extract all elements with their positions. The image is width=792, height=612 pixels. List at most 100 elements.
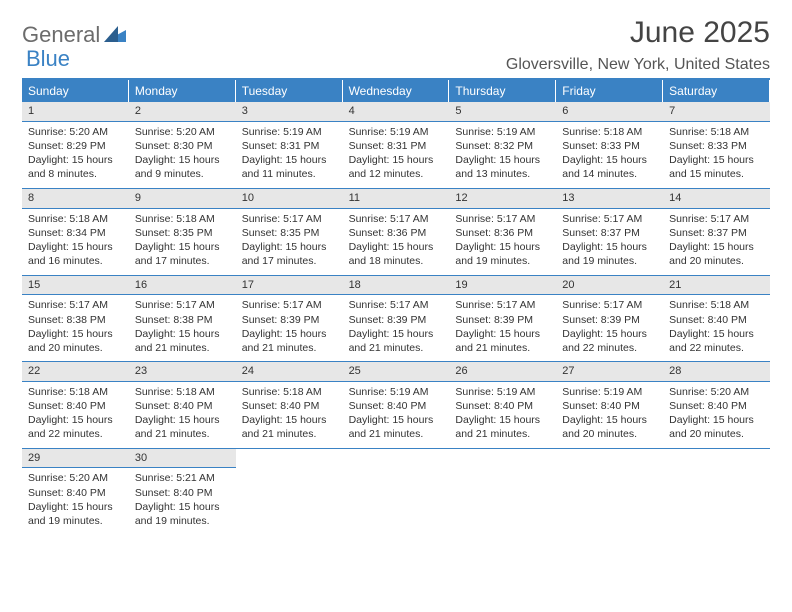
daylight-text-1: Daylight: 15 hours xyxy=(135,327,230,341)
day-number: 26 xyxy=(449,361,556,382)
calendar-cell: 5Sunrise: 5:19 AMSunset: 8:32 PMDaylight… xyxy=(449,102,556,188)
daylight-text-1: Daylight: 15 hours xyxy=(28,327,123,341)
daylight-text-1: Daylight: 15 hours xyxy=(669,240,764,254)
sunrise-text: Sunrise: 5:19 AM xyxy=(349,125,444,139)
daylight-text-1: Daylight: 15 hours xyxy=(28,153,123,167)
sunset-text: Sunset: 8:33 PM xyxy=(562,139,657,153)
calendar-grid: SundayMondayTuesdayWednesdayThursdayFrid… xyxy=(22,80,770,534)
daylight-text-1: Daylight: 15 hours xyxy=(349,153,444,167)
sunrise-text: Sunrise: 5:19 AM xyxy=(455,125,550,139)
sunrise-text: Sunrise: 5:20 AM xyxy=(669,385,764,399)
sunrise-text: Sunrise: 5:19 AM xyxy=(349,385,444,399)
sunset-text: Sunset: 8:39 PM xyxy=(242,313,337,327)
daylight-text-1: Daylight: 15 hours xyxy=(562,413,657,427)
cell-body: Sunrise: 5:18 AMSunset: 8:40 PMDaylight:… xyxy=(129,382,236,448)
day-header: Wednesday xyxy=(343,80,450,102)
calendar-cell: 17Sunrise: 5:17 AMSunset: 8:39 PMDayligh… xyxy=(236,275,343,362)
daylight-text-2: and 21 minutes. xyxy=(349,341,444,355)
daylight-text-1: Daylight: 15 hours xyxy=(669,327,764,341)
sunrise-text: Sunrise: 5:18 AM xyxy=(28,212,123,226)
day-number: 13 xyxy=(556,188,663,209)
cell-body: Sunrise: 5:19 AMSunset: 8:32 PMDaylight:… xyxy=(449,122,556,188)
sunrise-text: Sunrise: 5:18 AM xyxy=(669,125,764,139)
cell-body: Sunrise: 5:17 AMSunset: 8:39 PMDaylight:… xyxy=(343,295,450,361)
day-number: 15 xyxy=(22,275,129,296)
day-number: 10 xyxy=(236,188,343,209)
calendar-cell: 8Sunrise: 5:18 AMSunset: 8:34 PMDaylight… xyxy=(22,188,129,275)
daylight-text-1: Daylight: 15 hours xyxy=(349,327,444,341)
daylight-text-1: Daylight: 15 hours xyxy=(455,153,550,167)
daylight-text-1: Daylight: 15 hours xyxy=(455,240,550,254)
sunset-text: Sunset: 8:40 PM xyxy=(669,399,764,413)
daylight-text-1: Daylight: 15 hours xyxy=(455,327,550,341)
cell-body: Sunrise: 5:19 AMSunset: 8:40 PMDaylight:… xyxy=(449,382,556,448)
daylight-text-2: and 20 minutes. xyxy=(669,427,764,441)
day-number: 5 xyxy=(449,102,556,122)
daylight-text-2: and 16 minutes. xyxy=(28,254,123,268)
calendar-cell: 19Sunrise: 5:17 AMSunset: 8:39 PMDayligh… xyxy=(449,275,556,362)
calendar-cell: 24Sunrise: 5:18 AMSunset: 8:40 PMDayligh… xyxy=(236,361,343,448)
day-number: 3 xyxy=(236,102,343,122)
day-number xyxy=(343,448,450,469)
cell-body: Sunrise: 5:17 AMSunset: 8:39 PMDaylight:… xyxy=(556,295,663,361)
daylight-text-2: and 21 minutes. xyxy=(455,427,550,441)
daylight-text-2: and 21 minutes. xyxy=(242,341,337,355)
daylight-text-1: Daylight: 15 hours xyxy=(669,413,764,427)
day-number: 17 xyxy=(236,275,343,296)
calendar-cell: 27Sunrise: 5:19 AMSunset: 8:40 PMDayligh… xyxy=(556,361,663,448)
logo-mark-icon xyxy=(104,22,126,48)
sunset-text: Sunset: 8:38 PM xyxy=(135,313,230,327)
day-number xyxy=(663,448,770,469)
cell-body: Sunrise: 5:18 AMSunset: 8:34 PMDaylight:… xyxy=(22,209,129,275)
daylight-text-2: and 22 minutes. xyxy=(562,341,657,355)
day-number: 30 xyxy=(129,448,236,469)
calendar-cell: 20Sunrise: 5:17 AMSunset: 8:39 PMDayligh… xyxy=(556,275,663,362)
cell-body: Sunrise: 5:18 AMSunset: 8:35 PMDaylight:… xyxy=(129,209,236,275)
sunrise-text: Sunrise: 5:17 AM xyxy=(455,212,550,226)
daylight-text-2: and 12 minutes. xyxy=(349,167,444,181)
sunrise-text: Sunrise: 5:18 AM xyxy=(135,385,230,399)
calendar-cell xyxy=(663,448,770,535)
sunrise-text: Sunrise: 5:18 AM xyxy=(135,212,230,226)
calendar-cell: 29Sunrise: 5:20 AMSunset: 8:40 PMDayligh… xyxy=(22,448,129,535)
daylight-text-2: and 22 minutes. xyxy=(28,427,123,441)
day-number: 14 xyxy=(663,188,770,209)
day-number: 22 xyxy=(22,361,129,382)
cell-body: Sunrise: 5:17 AMSunset: 8:38 PMDaylight:… xyxy=(129,295,236,361)
cell-body: Sunrise: 5:20 AMSunset: 8:40 PMDaylight:… xyxy=(22,468,129,534)
daylight-text-1: Daylight: 15 hours xyxy=(562,327,657,341)
daylight-text-1: Daylight: 15 hours xyxy=(669,153,764,167)
title-block: June 2025 Gloversville, New York, United… xyxy=(506,16,770,74)
calendar-cell: 15Sunrise: 5:17 AMSunset: 8:38 PMDayligh… xyxy=(22,275,129,362)
daylight-text-2: and 21 minutes. xyxy=(455,341,550,355)
daylight-text-1: Daylight: 15 hours xyxy=(135,500,230,514)
day-number: 27 xyxy=(556,361,663,382)
calendar-cell: 30Sunrise: 5:21 AMSunset: 8:40 PMDayligh… xyxy=(129,448,236,535)
calendar-cell: 4Sunrise: 5:19 AMSunset: 8:31 PMDaylight… xyxy=(343,102,450,188)
daylight-text-2: and 21 minutes. xyxy=(135,427,230,441)
daylight-text-2: and 19 minutes. xyxy=(562,254,657,268)
sunrise-text: Sunrise: 5:17 AM xyxy=(242,212,337,226)
calendar-cell: 13Sunrise: 5:17 AMSunset: 8:37 PMDayligh… xyxy=(556,188,663,275)
daylight-text-2: and 21 minutes. xyxy=(135,341,230,355)
daylight-text-1: Daylight: 15 hours xyxy=(28,413,123,427)
daylight-text-1: Daylight: 15 hours xyxy=(135,413,230,427)
day-number: 16 xyxy=(129,275,236,296)
sunset-text: Sunset: 8:40 PM xyxy=(669,313,764,327)
sunrise-text: Sunrise: 5:17 AM xyxy=(455,298,550,312)
sunrise-text: Sunrise: 5:17 AM xyxy=(28,298,123,312)
daylight-text-1: Daylight: 15 hours xyxy=(562,240,657,254)
sunrise-text: Sunrise: 5:20 AM xyxy=(28,471,123,485)
day-number: 21 xyxy=(663,275,770,296)
month-title: June 2025 xyxy=(506,16,770,50)
cell-body: Sunrise: 5:17 AMSunset: 8:36 PMDaylight:… xyxy=(449,209,556,275)
calendar-cell: 3Sunrise: 5:19 AMSunset: 8:31 PMDaylight… xyxy=(236,102,343,188)
daylight-text-2: and 17 minutes. xyxy=(135,254,230,268)
daylight-text-2: and 20 minutes. xyxy=(28,341,123,355)
daylight-text-1: Daylight: 15 hours xyxy=(349,240,444,254)
sunrise-text: Sunrise: 5:20 AM xyxy=(28,125,123,139)
calendar-cell: 28Sunrise: 5:20 AMSunset: 8:40 PMDayligh… xyxy=(663,361,770,448)
day-number: 8 xyxy=(22,188,129,209)
cell-body: Sunrise: 5:17 AMSunset: 8:36 PMDaylight:… xyxy=(343,209,450,275)
daylight-text-1: Daylight: 15 hours xyxy=(135,153,230,167)
